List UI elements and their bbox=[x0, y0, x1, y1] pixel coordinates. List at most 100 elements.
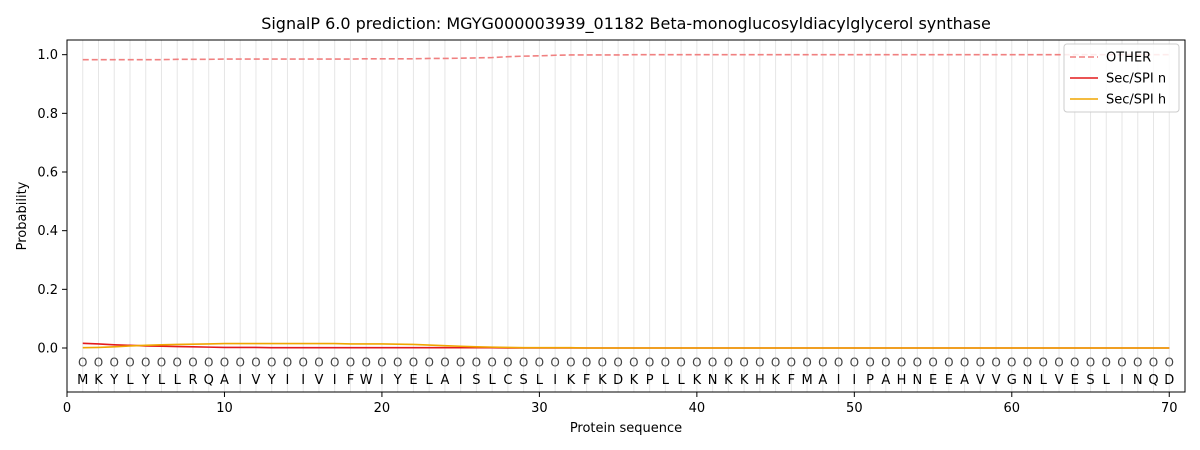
residue-label: K bbox=[598, 373, 607, 388]
prediction-symbol: O bbox=[802, 356, 811, 370]
prediction-symbol: O bbox=[598, 356, 607, 370]
prediction-symbol: O bbox=[1039, 356, 1048, 370]
residue-label: I bbox=[333, 373, 337, 388]
residue-label: L bbox=[1103, 373, 1111, 388]
residue-label: L bbox=[662, 373, 670, 388]
prediction-symbol: O bbox=[676, 356, 685, 370]
residue-label: S bbox=[472, 373, 480, 388]
series-line bbox=[82, 53, 1170, 61]
prediction-symbol: O bbox=[1149, 356, 1158, 370]
prediction-symbol: O bbox=[1070, 356, 1079, 370]
prediction-symbol: O bbox=[645, 356, 654, 370]
residue-label: N bbox=[708, 373, 718, 388]
x-tick-label: 70 bbox=[1161, 401, 1178, 416]
prediction-symbol: O bbox=[1086, 356, 1095, 370]
residue-label: K bbox=[630, 373, 639, 388]
residue-label: L bbox=[1040, 373, 1048, 388]
residue-label: A bbox=[220, 373, 229, 388]
residue-label: A bbox=[881, 373, 890, 388]
prediction-symbol: O bbox=[110, 356, 119, 370]
prediction-symbol: O bbox=[330, 356, 339, 370]
residue-label: G bbox=[1007, 373, 1017, 388]
prediction-symbol: O bbox=[78, 356, 87, 370]
prediction-symbol: O bbox=[944, 356, 953, 370]
series-line bbox=[82, 342, 1170, 349]
y-tick-label: 0.6 bbox=[37, 166, 58, 181]
prediction-symbol: O bbox=[535, 356, 544, 370]
prediction-symbol: O bbox=[708, 356, 717, 370]
x-axis-label: Protein sequence bbox=[570, 421, 682, 436]
residue-label: H bbox=[755, 373, 765, 388]
prediction-symbol: O bbox=[566, 356, 575, 370]
x-axis-ticks: 0 10 20 30 40 50 60 70 bbox=[63, 392, 1178, 416]
residue-label: N bbox=[1133, 373, 1143, 388]
residue-label: I bbox=[459, 373, 463, 388]
prediction-symbol: O bbox=[424, 356, 433, 370]
prediction-symbol: O bbox=[692, 356, 701, 370]
residue-label: I bbox=[286, 373, 290, 388]
residue-label: S bbox=[520, 373, 528, 388]
residue-label: I bbox=[238, 373, 242, 388]
prediction-symbol: O bbox=[125, 356, 134, 370]
legend-box bbox=[1063, 43, 1180, 113]
residue-label: E bbox=[945, 373, 953, 388]
residue-label: I bbox=[380, 373, 384, 388]
x-tick-label: 50 bbox=[846, 401, 863, 416]
legend: OTHER Sec/SPI n Sec/SPI h bbox=[1063, 43, 1180, 113]
y-tick-label: 0.4 bbox=[37, 224, 58, 239]
series-lines bbox=[82, 53, 1170, 349]
residue-label: V bbox=[314, 373, 323, 388]
prediction-symbol: O bbox=[377, 356, 386, 370]
prediction-symbol: O bbox=[346, 356, 355, 370]
prediction-symbol: O bbox=[629, 356, 638, 370]
prediction-symbol: O bbox=[94, 356, 103, 370]
residue-label: A bbox=[818, 373, 827, 388]
residue-label: I bbox=[301, 373, 305, 388]
residue-label: Y bbox=[393, 373, 402, 388]
residue-label: K bbox=[724, 373, 733, 388]
prediction-symbol: O bbox=[1054, 356, 1063, 370]
residue-label: I bbox=[1120, 373, 1124, 388]
prediction-symbol: O bbox=[283, 356, 292, 370]
residue-label: V bbox=[976, 373, 985, 388]
prediction-symbol: O bbox=[771, 356, 780, 370]
chart-title: SignalP 6.0 prediction: MGYG000003939_01… bbox=[261, 14, 991, 34]
residue-label: I bbox=[852, 373, 856, 388]
prediction-symbol: O bbox=[172, 356, 181, 370]
residue-label: F bbox=[788, 373, 795, 388]
x-tick-label: 20 bbox=[374, 401, 391, 416]
residue-label: H bbox=[897, 373, 907, 388]
residue-label: F bbox=[347, 373, 354, 388]
prediction-symbol: O bbox=[1023, 356, 1032, 370]
y-tick-label: 1.0 bbox=[37, 48, 58, 63]
residue-label: D bbox=[1164, 373, 1174, 388]
residue-label: K bbox=[567, 373, 576, 388]
residue-label: N bbox=[912, 373, 922, 388]
plot-frame bbox=[66, 39, 1186, 393]
prediction-symbol: O bbox=[204, 356, 213, 370]
y-tick-label: 0.0 bbox=[37, 342, 58, 357]
x-tick-label: 0 bbox=[63, 401, 71, 416]
residue-label: A bbox=[440, 373, 449, 388]
prediction-symbol: O bbox=[298, 356, 307, 370]
prediction-symbol: O bbox=[818, 356, 827, 370]
residue-label: V bbox=[992, 373, 1001, 388]
residue-label: Q bbox=[1148, 373, 1158, 388]
prediction-symbol: O bbox=[865, 356, 874, 370]
prediction-symbol: O bbox=[440, 356, 449, 370]
legend-label: OTHER bbox=[1106, 51, 1151, 66]
prediction-symbol: O bbox=[755, 356, 764, 370]
x-tick-label: 10 bbox=[216, 401, 233, 416]
residue-label: K bbox=[693, 373, 702, 388]
prediction-symbol: O bbox=[739, 356, 748, 370]
residue-label: Y bbox=[141, 373, 150, 388]
prediction-symbol: O bbox=[960, 356, 969, 370]
legend-label: Sec/SPI n bbox=[1106, 72, 1166, 87]
residue-label: C bbox=[503, 373, 512, 388]
residue-label: E bbox=[929, 373, 937, 388]
prediction-symbol: O bbox=[314, 356, 323, 370]
residue-label: W bbox=[360, 373, 373, 388]
